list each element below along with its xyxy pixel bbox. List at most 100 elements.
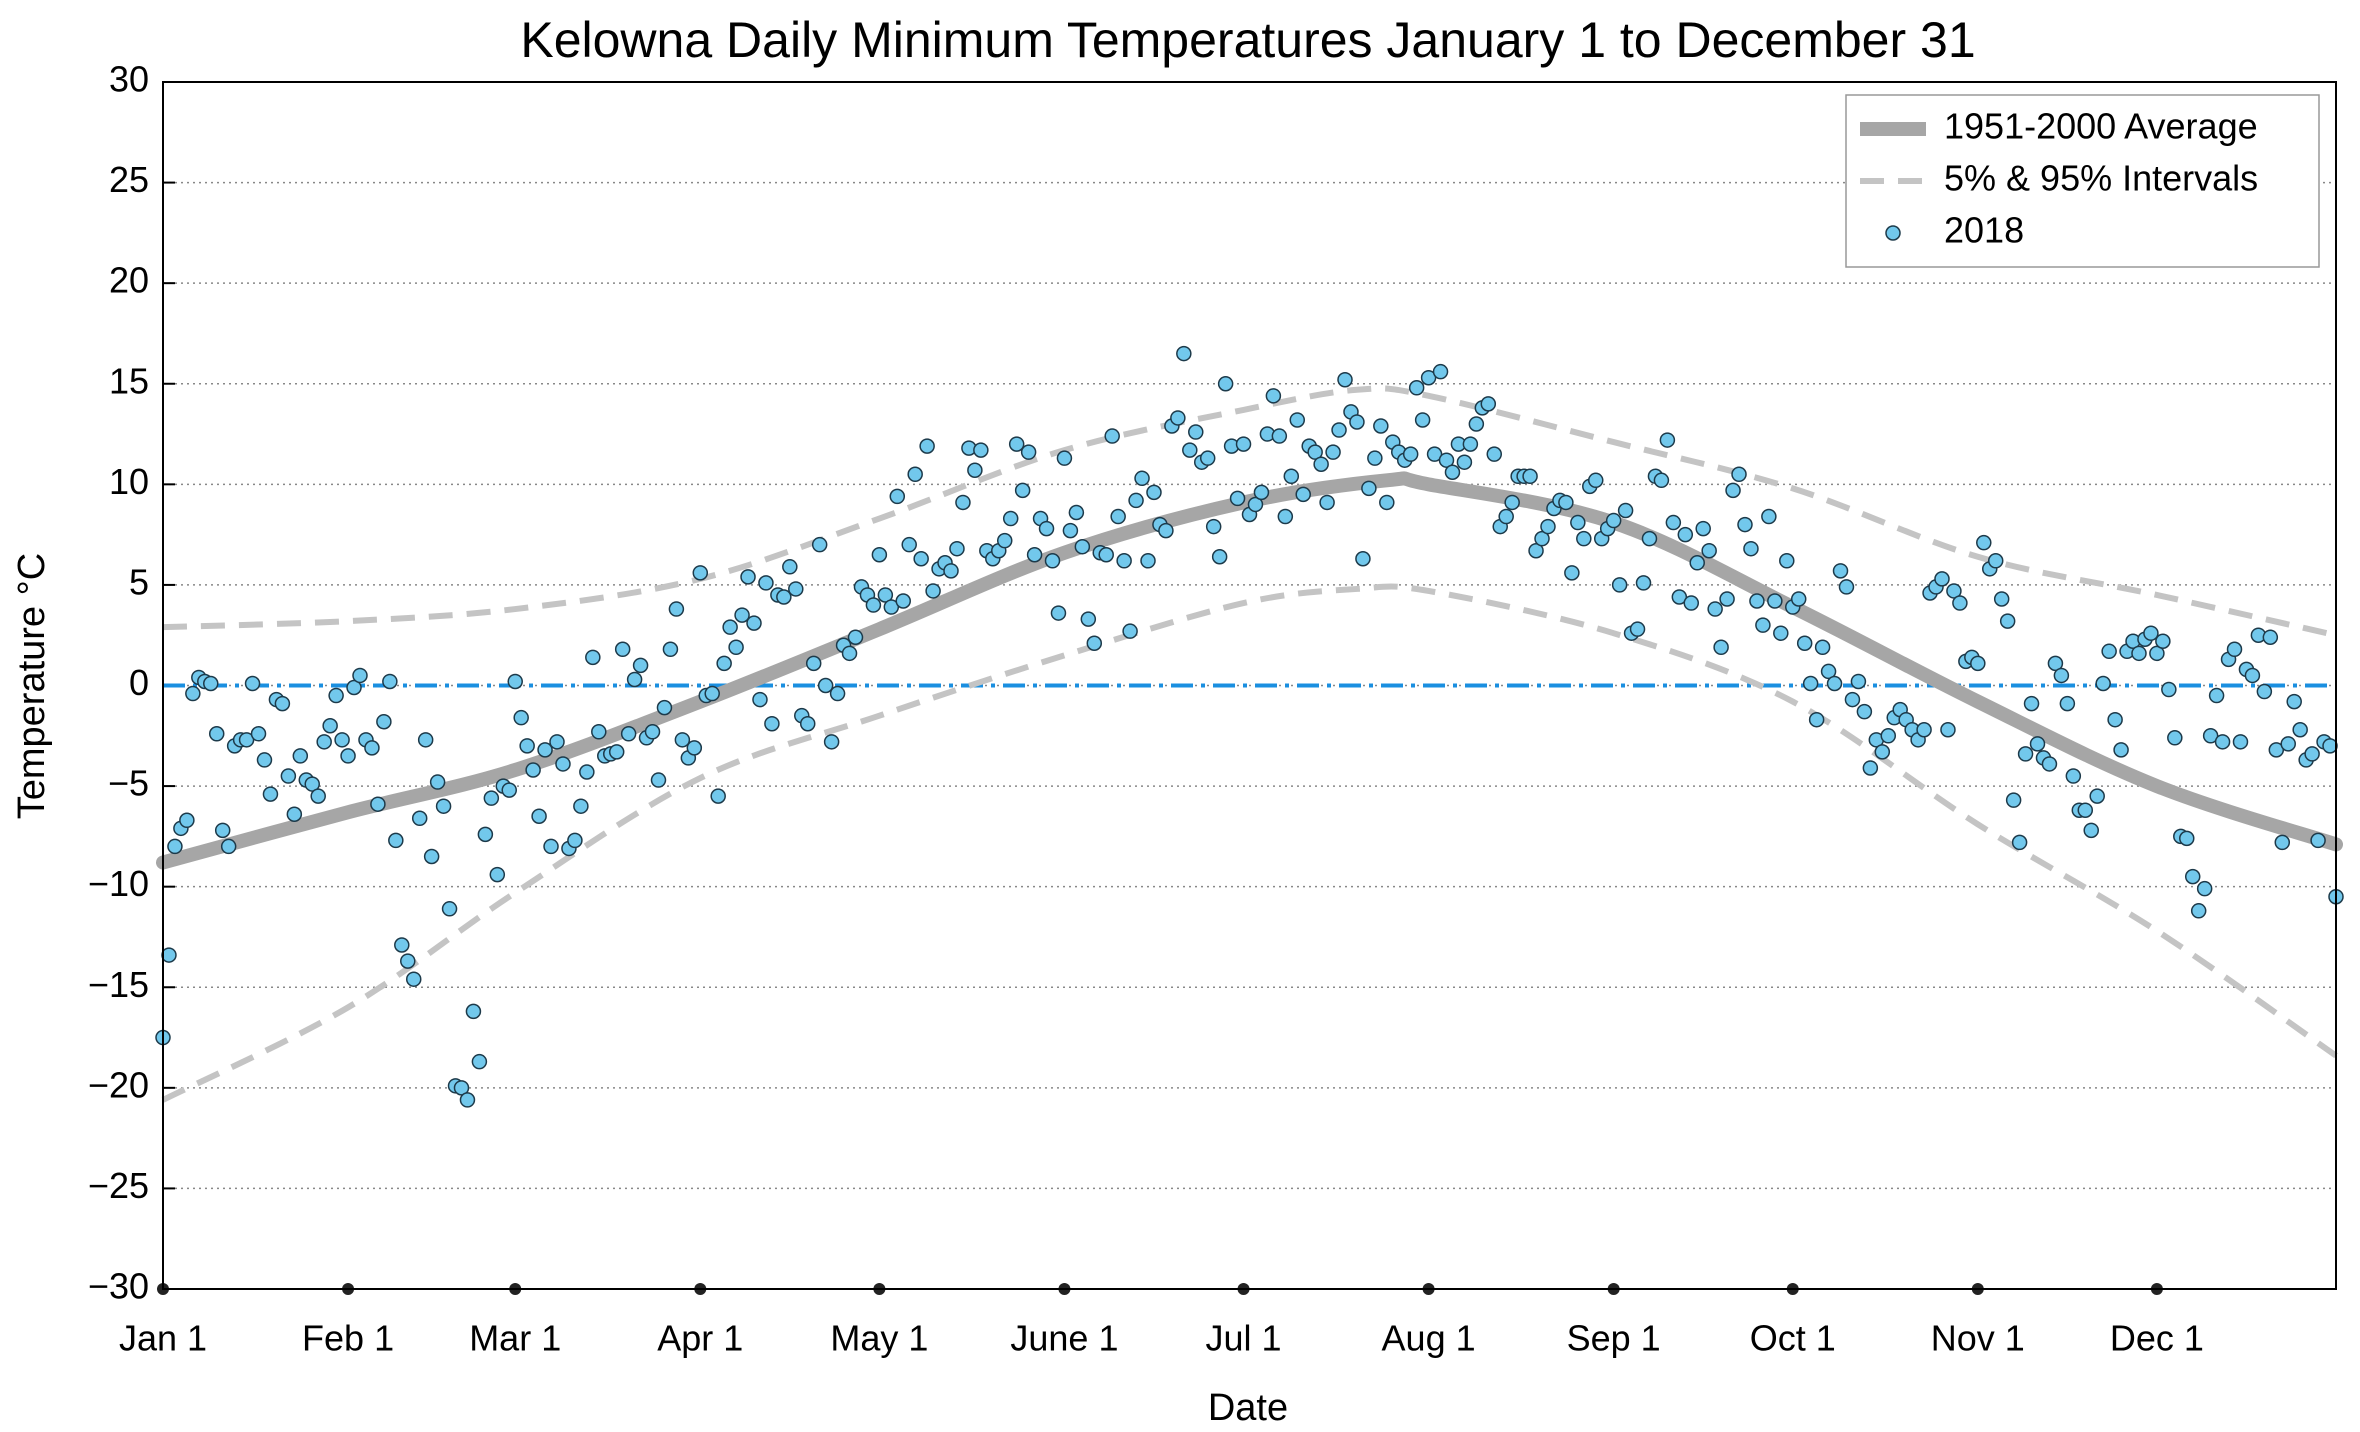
plot-frame (162, 81, 2337, 1290)
data-point (185, 685, 201, 702)
data-point (2244, 667, 2261, 684)
x-tick-label: Aug 1 (1382, 1318, 1476, 1359)
data-point (352, 667, 368, 684)
data-point (1486, 446, 1503, 462)
data-point (1570, 514, 1586, 531)
data-point (1635, 575, 1652, 591)
data-point (1790, 591, 1807, 607)
data-point (1528, 542, 1544, 559)
data-point (1737, 516, 1753, 533)
data-point (250, 726, 267, 742)
data-point (626, 671, 643, 688)
data-point (1176, 345, 1192, 362)
data-point (1253, 484, 1270, 501)
data-point (722, 619, 738, 635)
data-point (799, 715, 816, 732)
data-point (2023, 695, 2040, 712)
y-tick-label: 30 (109, 59, 149, 100)
data-point (328, 687, 344, 704)
data-point (1558, 494, 1574, 511)
data-point (1999, 613, 2016, 629)
data-point (1796, 635, 1813, 652)
data-point (1653, 472, 1670, 489)
data-point (1820, 663, 1837, 680)
data-point (370, 796, 386, 812)
data-point (1056, 450, 1073, 466)
data-point (1844, 691, 1861, 708)
data-point (632, 657, 649, 674)
data-point (1934, 571, 1950, 587)
data-point (417, 732, 434, 748)
data-point (1134, 470, 1150, 487)
data-point (1993, 591, 2010, 607)
data-point (2149, 645, 2165, 662)
data-point (2089, 788, 2105, 804)
data-point (608, 744, 625, 760)
x-tick-label: Apr 1 (657, 1318, 743, 1359)
data-point (1874, 744, 1891, 760)
data-point (1659, 432, 1676, 448)
data-point (1462, 436, 1479, 452)
data-point (1456, 454, 1473, 470)
data-point (2256, 683, 2273, 700)
data-point (1743, 540, 1759, 557)
data-point (1617, 502, 1634, 519)
data-point (238, 732, 255, 748)
data-point (746, 615, 762, 631)
data-point (214, 822, 231, 839)
y-tick-label: 25 (109, 159, 149, 200)
data-point (2286, 693, 2302, 710)
data-point (2196, 880, 2213, 897)
data-point (1337, 371, 1353, 388)
data-point (1438, 452, 1455, 468)
data-point (883, 599, 900, 615)
data-point (2113, 742, 2129, 758)
data-point (1283, 468, 1300, 485)
data-point (2059, 695, 2076, 712)
data-point (2041, 756, 2058, 772)
data-point (2155, 633, 2171, 649)
data-point (788, 581, 804, 597)
data-point (662, 641, 679, 658)
data-point (1408, 380, 1425, 396)
data-point (710, 788, 726, 804)
data-point (1355, 551, 1371, 567)
data-point (2005, 792, 2022, 808)
data-point (674, 732, 691, 748)
data-point (388, 832, 404, 849)
data-point (2083, 822, 2099, 839)
x-tick-label: June 1 (1010, 1318, 1118, 1359)
data-point (776, 589, 792, 605)
data-point (1707, 601, 1723, 617)
data-point (2202, 728, 2219, 744)
data-point (686, 740, 703, 756)
data-point (1480, 396, 1497, 412)
data-point (423, 848, 440, 865)
data-point (704, 685, 720, 702)
data-point (1426, 446, 1443, 462)
data-point (829, 685, 846, 702)
data-point (471, 1053, 488, 1070)
data-point (1725, 482, 1741, 499)
data-point (1689, 555, 1705, 571)
data-point (1414, 412, 1431, 428)
data-point (525, 762, 541, 778)
data-point (519, 738, 535, 754)
x-tick-label: Oct 1 (1750, 1318, 1836, 1359)
data-point (758, 575, 774, 591)
x-tick-label: Mar 1 (469, 1318, 561, 1359)
data-point (2101, 643, 2117, 660)
data-point (280, 768, 297, 784)
data-point (1641, 530, 1658, 547)
data-point (973, 442, 989, 458)
data-point (2184, 868, 2201, 885)
data-point (1611, 577, 1628, 593)
data-point (549, 734, 565, 750)
data-point (1331, 422, 1347, 438)
data-point (507, 673, 523, 690)
data-point (1265, 388, 1282, 404)
data-point (1044, 553, 1061, 569)
data-point (1677, 526, 1694, 543)
data-point (865, 597, 882, 613)
data-point (1719, 591, 1735, 607)
